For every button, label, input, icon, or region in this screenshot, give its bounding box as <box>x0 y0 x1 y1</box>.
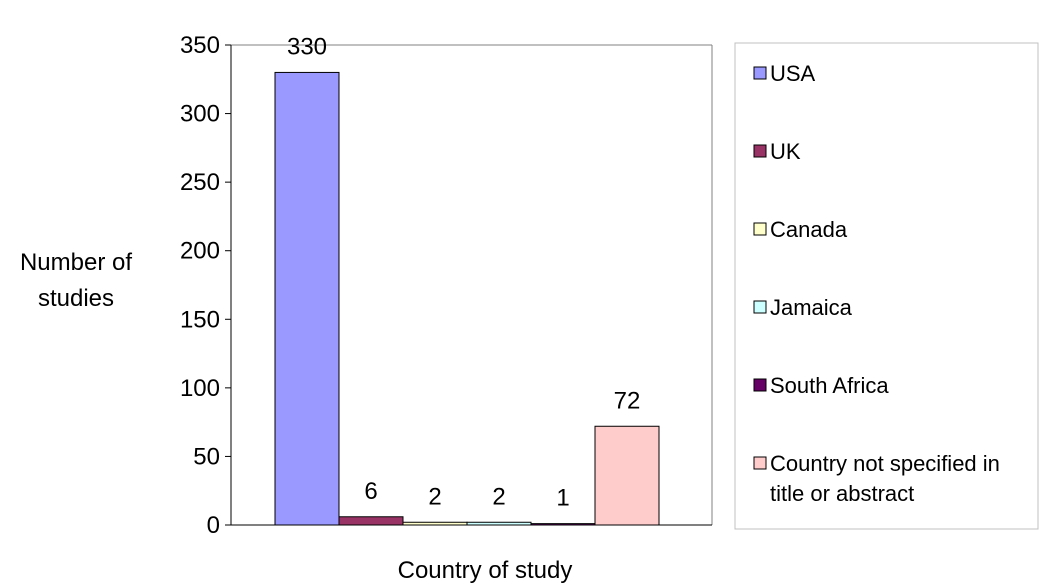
x-axis-title: Country of study <box>398 557 573 584</box>
y-tick-label: 300 <box>180 101 220 128</box>
legend: USA UK Canada Jamaica South Africa Country no… <box>734 42 1039 530</box>
data-label: 2 <box>492 483 505 510</box>
data-labels: 330 6 2 2 1 72 <box>287 33 640 511</box>
y-axis-title-line-2: studies <box>38 285 114 312</box>
bar-country-not-specified-in-title-or-abstract <box>594 425 660 526</box>
bar-canada <box>402 521 468 526</box>
legend-label: South Africa <box>770 373 889 398</box>
legend-swatch <box>753 222 767 236</box>
data-label: 72 <box>614 387 641 414</box>
legend-swatch <box>753 300 767 314</box>
y-tick-label: 100 <box>180 375 220 402</box>
data-label: 6 <box>364 478 377 505</box>
data-label: 1 <box>556 485 569 512</box>
legend-label: Jamaica <box>770 295 853 320</box>
legend-label: Canada <box>770 217 848 242</box>
legend-swatch <box>753 378 767 392</box>
y-tick-label: 200 <box>180 238 220 265</box>
y-axis: 0 50 100 150 200 250 300 350 <box>180 32 231 539</box>
y-tick-label: 350 <box>180 32 220 59</box>
legend-label: UK <box>770 139 801 164</box>
bar-usa <box>274 71 340 526</box>
bar-uk <box>338 516 404 526</box>
legend-swatch <box>753 144 767 158</box>
bars <box>274 71 660 526</box>
legend-label: Country not specified in <box>770 451 1000 476</box>
y-axis-title-line-1: Number of <box>20 249 132 276</box>
legend-box <box>734 42 1039 530</box>
legend-label: USA <box>770 61 816 86</box>
data-label: 2 <box>428 483 441 510</box>
bar-jamaica <box>466 521 532 526</box>
y-tick-label: 50 <box>193 443 220 470</box>
y-tick-label: 250 <box>180 169 220 196</box>
legend-swatch <box>753 66 767 80</box>
bar-south-africa <box>530 523 596 526</box>
data-label: 330 <box>287 33 327 60</box>
y-tick-label: 0 <box>207 512 220 539</box>
legend-swatch <box>753 456 767 470</box>
legend-label: title or abstract <box>770 481 914 506</box>
y-tick-label: 150 <box>180 306 220 333</box>
